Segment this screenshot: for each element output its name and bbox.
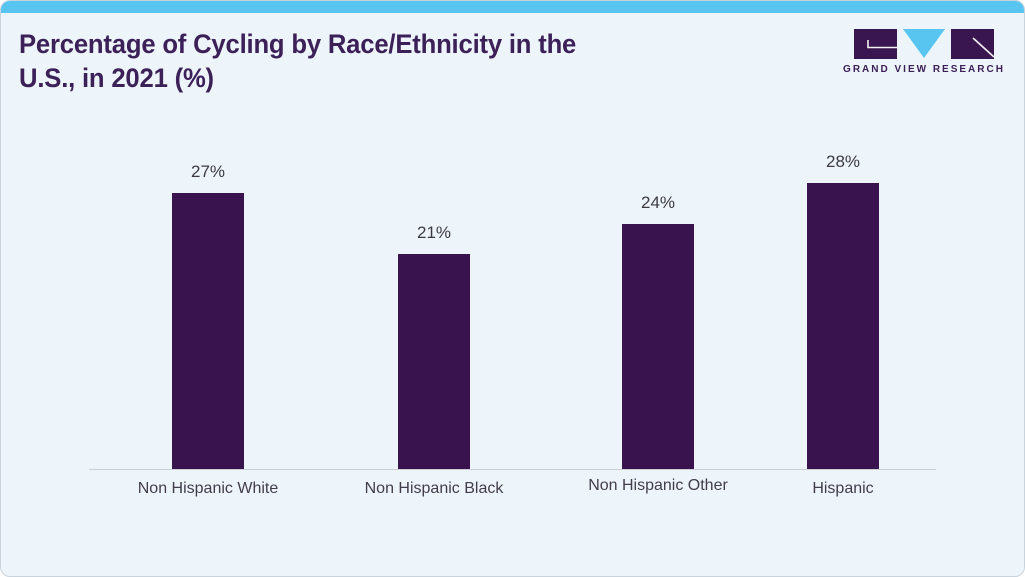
chart-title: Percentage of Cycling by Race/Ethnicity … — [19, 27, 576, 95]
category-label: Non Hispanic Other — [588, 477, 728, 494]
chart-title-line1: Percentage of Cycling by Race/Ethnicity … — [19, 29, 577, 59]
grand-view-research-logo: GRAND VIEW RESEARCH — [843, 29, 1003, 75]
top-accent-bar — [1, 1, 1024, 13]
logo-r-icon — [951, 29, 994, 59]
logo-v-icon — [903, 29, 945, 58]
category-label: Non Hispanic Black — [364, 480, 504, 497]
x-axis-line — [89, 469, 936, 470]
bar-value-label: 21% — [416, 223, 452, 242]
chart-title-line2: U.S., in 2021 (%) — [19, 63, 214, 93]
logo-g-icon — [854, 29, 897, 59]
logo-shapes — [854, 29, 994, 59]
bar-value-label: 28% — [825, 152, 861, 171]
bar-value-label: 27% — [190, 162, 226, 181]
bar — [622, 224, 694, 469]
bar — [398, 254, 470, 469]
category-label: Non Hispanic White — [137, 480, 279, 497]
bar — [172, 193, 244, 469]
bar-value-label: 24% — [640, 193, 676, 212]
category-label: Hispanic — [812, 480, 874, 497]
bar — [807, 183, 879, 469]
logo-wordmark: GRAND VIEW RESEARCH — [843, 64, 1005, 75]
